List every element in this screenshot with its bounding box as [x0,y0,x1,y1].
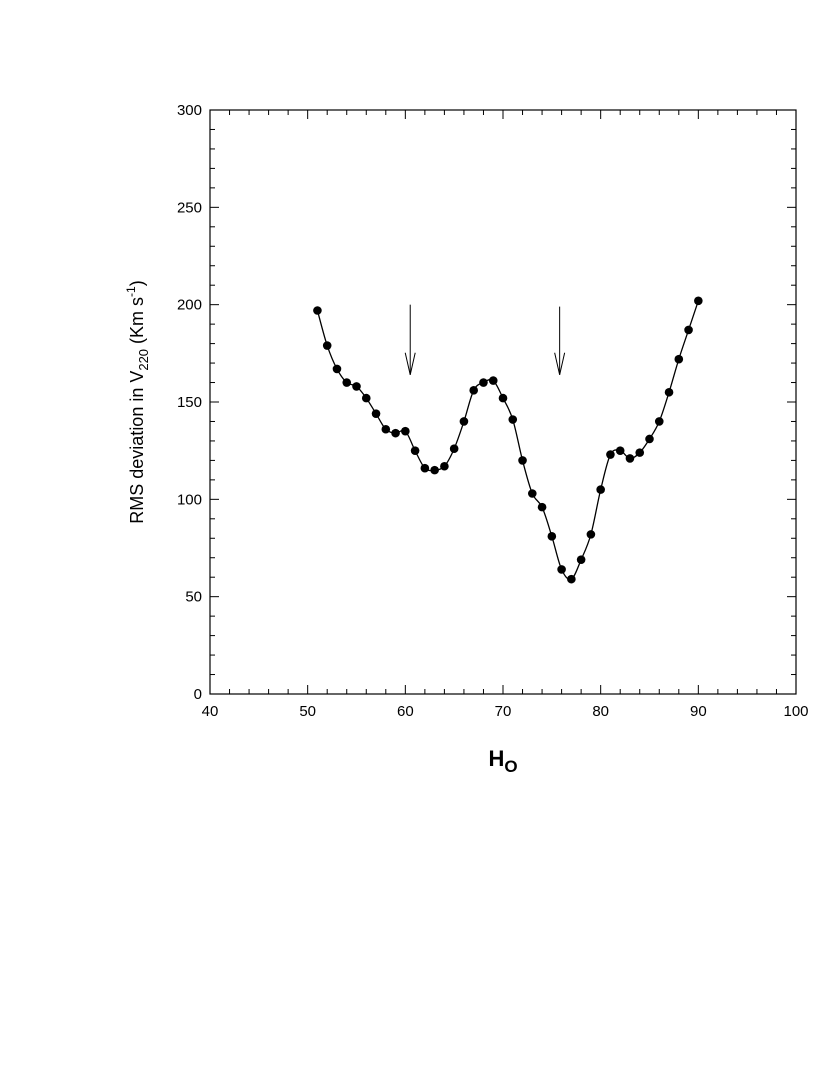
y-axis-label: RMS deviation in V220 (Km s-1) [124,280,151,523]
y-tick-label: 200 [177,297,202,314]
data-point [654,417,664,426]
data-point [498,393,508,403]
series [313,296,703,584]
data-point [625,454,635,463]
data-point [449,444,459,454]
data-point [547,532,557,541]
data-point [430,465,439,475]
data-point [674,354,684,364]
x-tick-label: 40 [202,703,219,720]
x-tick-label: 100 [783,703,808,720]
data-point [401,426,410,436]
data-point [322,341,332,350]
data-point [567,574,576,584]
data-point [342,378,352,387]
data-point [664,387,674,397]
y-axis-ticks [210,109,796,695]
data-point [313,306,322,315]
data-point [440,461,449,471]
y-tick-label: 300 [177,102,202,119]
y-tick-label: 0 [194,686,202,703]
data-point [361,393,371,403]
data-point [518,456,527,465]
y-axis-label-unit-close: ) [127,280,147,286]
arrow-head [404,352,416,375]
annotations [404,304,566,375]
data-point [410,446,420,455]
x-tick-label: 90 [690,703,707,720]
y-tick-label: 150 [177,394,202,411]
data-point [557,565,566,574]
x-axis-tick-labels: 40 50 60 70 80 90 100 [202,703,809,720]
data-point [508,415,518,424]
data-point [469,386,479,395]
x-tick-label: 60 [397,703,414,720]
data-point [645,434,654,444]
y-axis-label-exponent: -1 [124,286,138,297]
data-point [371,409,381,418]
data-point [381,424,391,434]
data-point [488,376,498,385]
data-point [606,450,615,459]
data-point [420,463,430,473]
data-point [352,382,361,391]
y-axis-label-subscript: 220 [136,349,151,371]
data-point [332,364,342,374]
x-tick-label: 80 [592,703,609,720]
series-line [316,300,699,581]
y-tick-label: 250 [177,199,202,216]
data-point [596,485,605,494]
data-point [528,489,537,498]
data-point [479,378,488,387]
x-tick-label: 70 [495,703,512,720]
data-point [694,296,703,306]
y-axis-label-unit: (Km s [127,297,147,349]
x-axis-label: HO [488,746,517,776]
data-point [615,446,625,455]
data-point [537,502,547,512]
data-point [576,555,586,564]
arrow-head [554,352,566,375]
x-axis-ticks [209,110,797,694]
y-axis-tick-labels: 0 50 100 150 200 250 300 [177,102,202,703]
data-point [459,417,469,426]
data-point [586,530,596,539]
data-point [391,428,400,438]
x-axis-label-subscript: O [504,757,517,776]
data-point [635,448,645,457]
y-tick-label: 100 [177,491,202,508]
x-tick-label: 50 [299,703,316,720]
data-point [684,325,693,335]
y-tick-label: 50 [185,589,202,606]
